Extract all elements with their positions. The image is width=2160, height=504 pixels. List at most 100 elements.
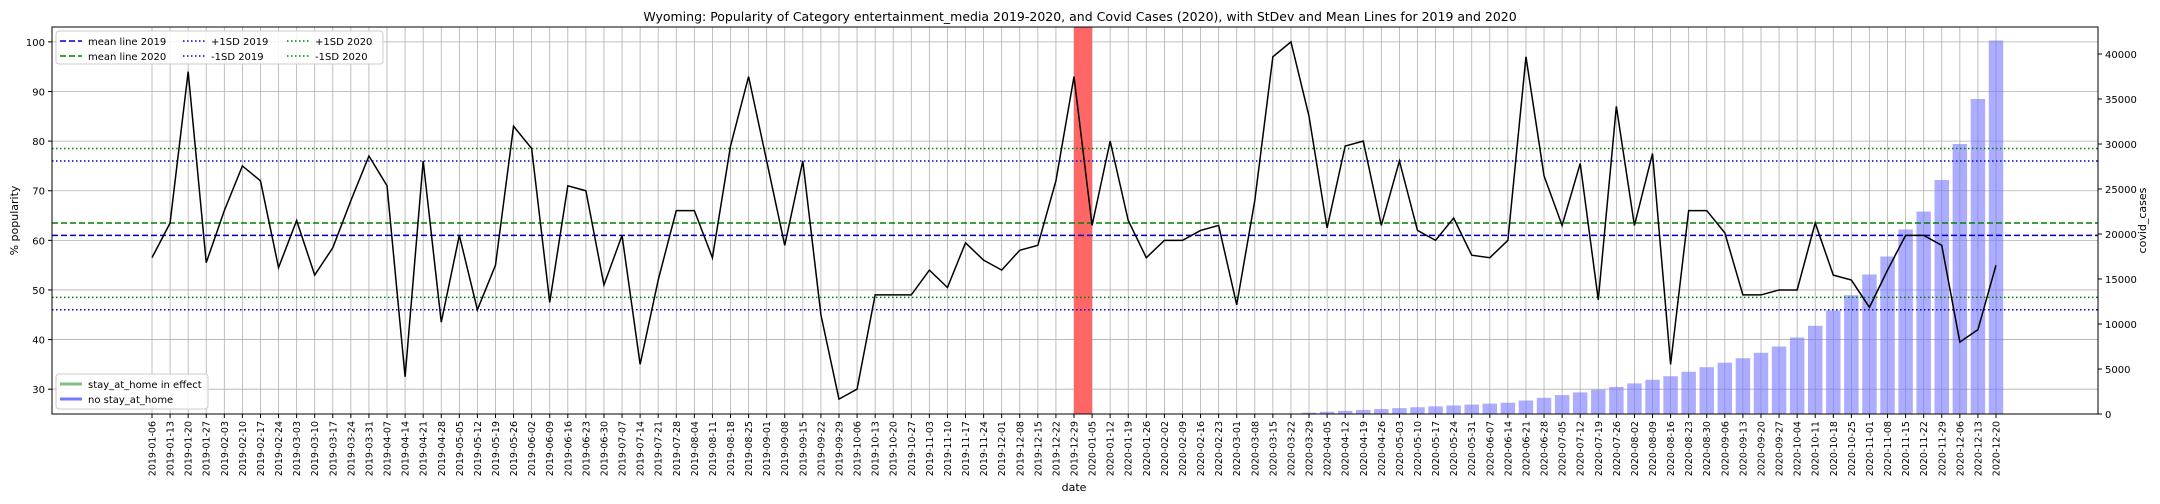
covid-bar [1337, 410, 1353, 414]
x-tick-label: 2019-11-24 [979, 421, 990, 476]
y-tick-label: 70 [32, 187, 45, 198]
x-tick-label: 2019-03-17 [328, 421, 339, 476]
covid-bar [1410, 407, 1425, 414]
x-tick-label: 2020-02-02 [1160, 421, 1171, 476]
covid-bar [1717, 362, 1733, 414]
x-tick-label: 2019-07-07 [618, 421, 629, 476]
x-tick-label: 2019-01-06 [148, 421, 159, 476]
x-tick-label: 2020-08-23 [1684, 421, 1695, 476]
x-tick-label: 2019-02-17 [256, 421, 267, 476]
x-tick-label: 2019-11-03 [925, 421, 936, 476]
x-tick-label: 2020-04-12 [1341, 421, 1352, 476]
x-tick-label: 2020-05-17 [1431, 421, 1442, 476]
x-tick-label: 2019-11-10 [943, 421, 954, 476]
covid-bar [1554, 395, 1570, 414]
x-tick-label: 2020-08-09 [1648, 421, 1659, 476]
x-tick-label: 2020-06-28 [1540, 421, 1551, 476]
x-tick-label: 2020-05-10 [1413, 421, 1424, 476]
covid-bar [1681, 371, 1696, 414]
x-tick-label: 2020-03-29 [1305, 421, 1316, 476]
x-tick-label: 2020-01-26 [1142, 421, 1153, 476]
legend-label: stay_at_home in effect [88, 380, 202, 391]
x-tick-label: 2019-01-20 [184, 421, 195, 476]
y-tick-label: 100 [26, 38, 45, 49]
x-tick-label: 2019-06-02 [527, 421, 538, 476]
covid-bar [1934, 180, 1949, 414]
covid-bar [1374, 409, 1389, 414]
x-tick-label: 2019-04-21 [419, 421, 430, 476]
x-tick-label: 2020-08-30 [1702, 421, 1713, 476]
x-tick-label: 2020-09-20 [1756, 421, 1767, 476]
x-tick-label: 2019-08-18 [726, 421, 737, 476]
x-tick-label: 2019-10-13 [871, 421, 882, 476]
popularity-line [151, 40, 1997, 401]
x-tick-label: 2019-12-15 [1033, 421, 1044, 476]
y-tick-label: 60 [32, 236, 45, 247]
x-tick-label: 2020-01-05 [1088, 421, 1099, 476]
x-tick-label: 2020-11-08 [1883, 421, 1894, 476]
x-tick-label: 2020-06-07 [1485, 421, 1496, 476]
x-tick-label: 2019-05-12 [473, 421, 484, 476]
y2-tick-label: 15000 [2105, 275, 2137, 286]
covid-bar [1428, 406, 1443, 414]
x-axis-label: date [1062, 481, 1087, 494]
x-tick-label: 2020-02-16 [1196, 421, 1207, 476]
covid-bar [1446, 405, 1461, 414]
y2-tick-label: 10000 [2105, 320, 2137, 331]
x-tick-label: 2020-02-23 [1214, 421, 1225, 476]
x-tick-label: 2019-03-10 [310, 421, 321, 476]
x-tick-label: 2019-10-06 [853, 421, 864, 476]
covid-bar [1699, 367, 1714, 414]
x-tick-label: 2020-06-21 [1521, 421, 1532, 476]
x-tick-label: 2019-05-26 [509, 421, 520, 476]
covid-bar [1356, 409, 1371, 414]
x-tick-label: 2020-01-12 [1106, 421, 1117, 476]
covid-bar [1319, 411, 1335, 414]
covid-bar [1952, 144, 1968, 414]
x-tick-label: 2020-09-13 [1738, 421, 1749, 476]
x-tick-label: 2020-01-19 [1124, 421, 1135, 476]
x-tick-label: 2019-06-30 [599, 421, 610, 476]
x-tick-label: 2019-09-22 [816, 421, 827, 476]
y2-tick-label: 40000 [2105, 50, 2137, 61]
y2-tick-label: 0 [2105, 410, 2111, 421]
covid-bar [1627, 383, 1642, 414]
legend-label: +1SD 2019 [211, 37, 268, 48]
covid-bar [1988, 40, 2004, 414]
covid-bar [1609, 387, 1624, 414]
covid-bar [1591, 389, 1606, 414]
chart-title: Wyoming: Popularity of Category entertai… [643, 9, 1516, 24]
stay-at-home-span [1074, 27, 1093, 414]
x-tick-label: 2020-03-08 [1250, 421, 1261, 476]
covid-bar [1663, 376, 1678, 414]
x-tick-label: 2020-02-09 [1178, 421, 1189, 476]
legend-label: mean line 2020 [88, 52, 166, 63]
x-tick-label: 2019-02-03 [220, 421, 231, 476]
x-tick-label: 2020-07-19 [1594, 421, 1605, 476]
covid-bar [1789, 337, 1805, 414]
covid-bar [1500, 402, 1516, 414]
x-tick-label: 2019-09-01 [762, 421, 773, 476]
x-tick-label: 2019-07-21 [654, 421, 665, 476]
x-tick-label: 2020-09-06 [1720, 421, 1731, 476]
x-tick-label: 2019-07-14 [636, 421, 647, 476]
x-tick-label: 2020-06-14 [1503, 421, 1514, 476]
x-tick-label: 2019-10-27 [907, 421, 918, 476]
y-tick-label: 50 [32, 286, 45, 297]
legend-label: +1SD 2020 [315, 37, 372, 48]
covid-bar [1645, 379, 1660, 414]
legend-label: -1SD 2020 [315, 52, 368, 63]
x-tick-label: 2020-10-11 [1811, 421, 1822, 476]
covid-bar [1301, 412, 1317, 414]
x-tick-label: 2019-08-25 [744, 421, 755, 476]
x-tick-label: 2020-12-13 [1973, 421, 1984, 476]
x-tick-label: 2019-04-14 [401, 421, 412, 476]
x-tick-label: 2020-05-24 [1449, 421, 1460, 476]
covid-bar [1970, 99, 1986, 414]
x-tick-label: 2020-07-12 [1576, 421, 1587, 476]
x-tick-label: 2019-05-19 [491, 421, 502, 476]
legend-label: mean line 2019 [88, 37, 166, 48]
y-tick-label: 90 [32, 88, 45, 99]
x-tick-label: 2019-02-24 [274, 421, 285, 476]
covid-bar [1518, 400, 1534, 414]
